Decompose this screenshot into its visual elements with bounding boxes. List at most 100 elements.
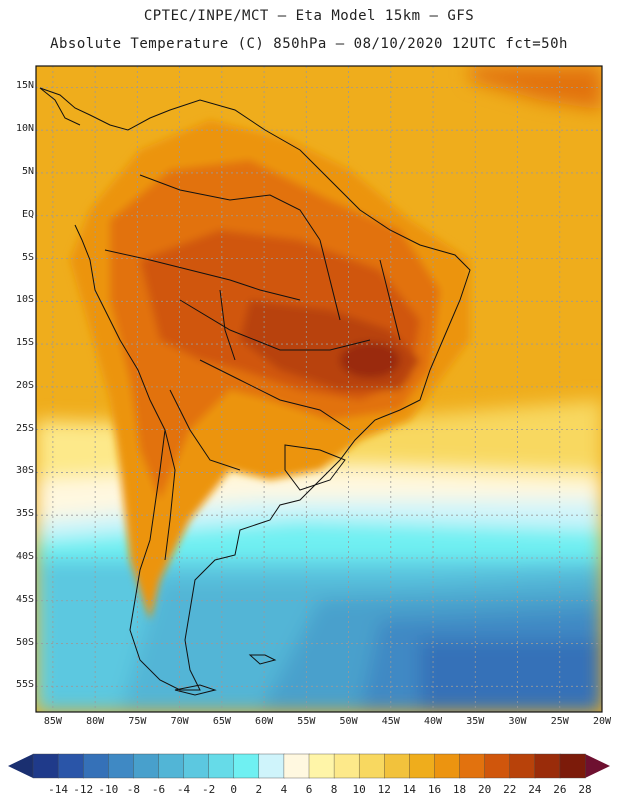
border-4 [199, 359, 351, 431]
colorbar-tick-label: 2 [255, 783, 263, 796]
colorbar-swatch [459, 753, 486, 779]
colorbar-swatch [57, 753, 84, 779]
lon-tick-label: 70W [170, 716, 189, 727]
map-frame [35, 65, 603, 713]
colorbar-swatch [233, 753, 260, 779]
colorbar-tick-label: 16 [427, 783, 442, 796]
lat-tick-label: 50S [15, 636, 34, 648]
colorbar-swatch [559, 753, 586, 779]
colorbar-swatch [333, 753, 360, 779]
colorbar-tick-label: 12 [377, 783, 391, 796]
colorbar-tick-label: 10 [352, 783, 366, 796]
colorbar-tick-label: 6 [305, 783, 313, 796]
colorbar-tick-label: -8 [126, 783, 140, 796]
lon-tick-label: 50W [339, 716, 358, 727]
colorbar-tick-label: 0 [230, 783, 238, 796]
lat-tick-label: 15S [15, 337, 34, 349]
colorbar-swatch [283, 753, 310, 779]
colorbar-swatch [484, 753, 511, 779]
map-subtitle: Absolute Temperature (C) 850hPa – 08/10/… [50, 36, 568, 52]
tierra-del-fuego [174, 684, 217, 696]
lat-tick-label: 5S [21, 251, 34, 263]
colorbar-tick-label: -4 [176, 783, 191, 796]
colorbar-tick-label: 24 [528, 783, 542, 796]
colorbar-swatch [258, 753, 285, 779]
colorbar-tick-label: -2 [202, 783, 216, 796]
lat-tick-label: 55S [15, 679, 34, 691]
lon-tick-label: 75W [128, 716, 147, 727]
border-1 [139, 174, 321, 241]
colorbar-swatch [358, 753, 385, 779]
lon-tick-label: 60W [255, 716, 274, 727]
lat-tick-label: 10S [15, 294, 34, 306]
border-5 [169, 389, 241, 471]
colorbar-tick-label: 20 [478, 783, 492, 796]
graticule [36, 66, 602, 712]
south-america-coast [39, 87, 471, 691]
colorbar-swatch [133, 753, 160, 779]
lat-tick-label: 10N [15, 123, 34, 135]
colorbar-tick-label: 26 [553, 783, 567, 796]
uruguay-outline [284, 444, 346, 491]
temperature-field [36, 66, 602, 712]
colorbar-swatch [434, 753, 461, 779]
colorbar-swatch [308, 753, 335, 779]
colorbar-swatch [82, 753, 109, 779]
lat-tick-label: 5N [21, 165, 34, 177]
colorbar-swatch [509, 753, 536, 779]
lon-tick-label: 20W [592, 716, 612, 727]
lon-tick-label: 55W [297, 716, 316, 727]
central-america-coast [39, 87, 81, 126]
colorbar-tick-label: -10 [98, 783, 119, 796]
colorbar-tick-label: -6 [151, 783, 166, 796]
lon-tick-label: 30W [508, 716, 527, 727]
colorbar-swatch [32, 753, 59, 779]
hot-core [340, 342, 400, 378]
lat-tick-label: 20S [15, 379, 34, 391]
colorbar [8, 753, 610, 779]
colorbar-tick-label: 18 [452, 783, 467, 796]
hot-ne-corner [470, 66, 602, 110]
colorbar-swatch [183, 753, 210, 779]
lat-tick-label: EQ [21, 208, 34, 220]
colorbar-high-arrow [585, 754, 610, 778]
colorbar-tick-label: 8 [330, 783, 338, 796]
falklands [248, 654, 277, 665]
border-2 [104, 249, 301, 301]
border-9 [164, 429, 176, 561]
boundaries [39, 87, 471, 696]
lon-tick-label: 45W [381, 716, 400, 727]
lat-tick-label: 15N [15, 80, 34, 92]
lon-tick-label: 80W [86, 716, 105, 727]
colorbar-swatch [384, 753, 411, 779]
lon-tick-label: 65W [212, 716, 231, 727]
colorbar-tick-label: 28 [578, 783, 592, 796]
lat-tick-label: 35S [15, 508, 34, 520]
colorbar-tick-label: 14 [402, 783, 416, 796]
lat-tick-label: 30S [15, 465, 34, 477]
lat-tick-label: 40S [15, 550, 34, 562]
lon-tick-label: 85W [43, 716, 62, 727]
colorbar-swatch [409, 753, 436, 779]
colorbar-low-arrow [8, 754, 33, 778]
lat-tick-label: 25S [15, 422, 34, 434]
colorbar-tick-label: -14 [48, 783, 69, 796]
colorbar-tick-label: 22 [503, 783, 517, 796]
colorbar-swatch [208, 753, 235, 779]
border-8 [379, 259, 401, 341]
border-7 [319, 239, 341, 321]
band-blue-4 [420, 640, 602, 712]
colorbar-swatch [158, 753, 185, 779]
border-6 [219, 289, 236, 361]
lat-tick-label: 45S [15, 593, 34, 605]
colorbar-swatch [534, 753, 561, 779]
lon-tick-label: 40W [424, 716, 443, 727]
border-3 [179, 299, 371, 351]
lon-tick-label: 35W [466, 716, 485, 727]
colorbar-tick-label: -12 [73, 783, 94, 796]
colorbar-swatch [108, 753, 135, 779]
lon-tick-label: 25W [550, 716, 569, 727]
map-title: CPTEC/INPE/MCT – Eta Model 15km – GFS [143, 8, 475, 24]
colorbar-tick-label: 4 [280, 783, 288, 796]
